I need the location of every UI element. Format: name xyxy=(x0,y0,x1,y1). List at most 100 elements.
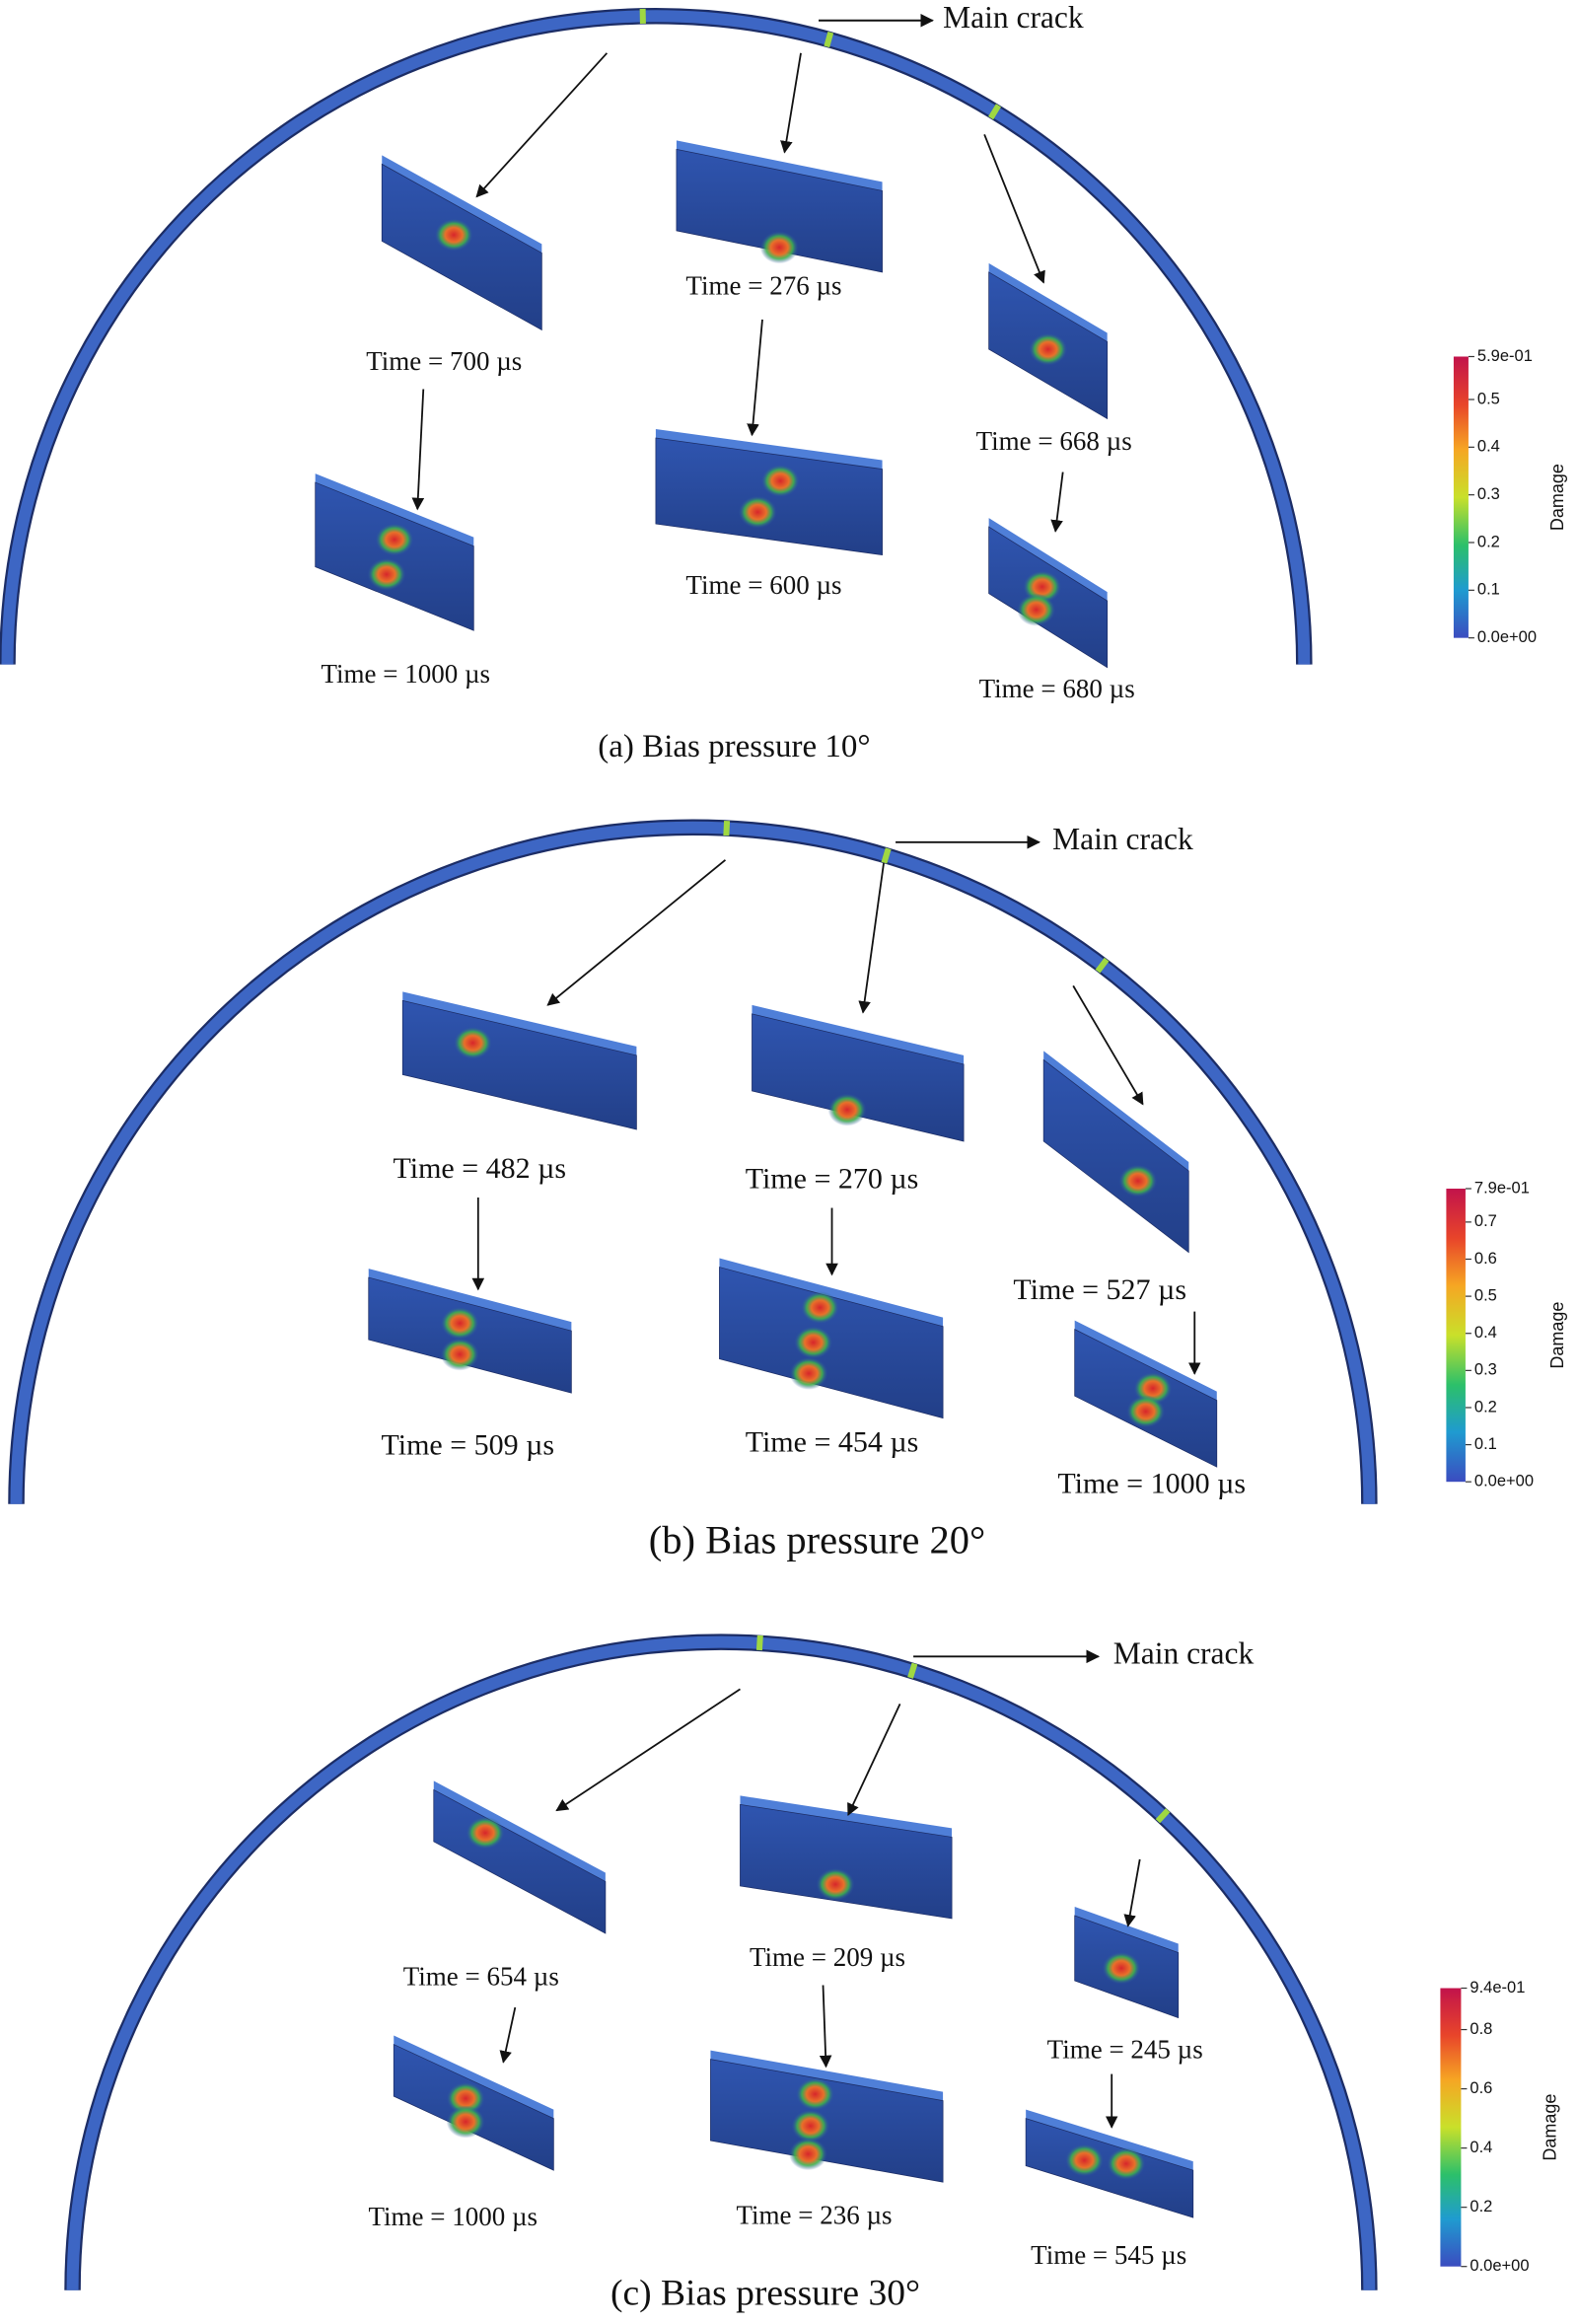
time-label: Time = 454 µs xyxy=(746,1426,919,1459)
colorbar-tick-label: 0.2 xyxy=(1474,1398,1497,1416)
damage-spot xyxy=(789,1356,828,1390)
arrow xyxy=(555,1688,741,1812)
crack-mark xyxy=(1155,1808,1171,1824)
crack-mark xyxy=(639,8,646,24)
damage-spot xyxy=(446,2105,485,2139)
colorbar xyxy=(1453,356,1469,638)
time-label: Time = 245 µs xyxy=(1047,2034,1203,2064)
colorbar-label: Damage xyxy=(1541,2094,1560,2161)
colorbar-tick-label: 0.2 xyxy=(1477,533,1500,550)
time-label: Time = 654 µs xyxy=(403,1962,559,1992)
time-label: Time = 1000 µs xyxy=(368,2202,538,2231)
arrow xyxy=(780,52,802,154)
colorbar-tick-label: 0.5 xyxy=(1474,1286,1497,1304)
crack-mark xyxy=(907,1662,918,1679)
colorbar-tick-label: 0.8 xyxy=(1470,2020,1492,2038)
time-label: Time = 236 µs xyxy=(736,2200,892,2229)
time-label: Time = 527 µs xyxy=(1013,1273,1186,1306)
caption: (b) Bias pressure 20° xyxy=(649,1518,985,1562)
damage-spot xyxy=(791,2109,830,2142)
arrow xyxy=(983,134,1045,284)
main-crack-label: Main crack xyxy=(1113,1636,1255,1671)
crack-mark xyxy=(723,820,731,836)
colorbar-tick-label: 0.3 xyxy=(1477,485,1500,503)
arrow xyxy=(499,2006,517,2064)
block-face xyxy=(315,481,474,631)
block-top xyxy=(655,429,883,470)
colorbar-tick-label: 0.7 xyxy=(1474,1212,1497,1230)
block-top xyxy=(315,473,474,546)
main-crack-label: Main crack xyxy=(943,0,1084,35)
damage-spot xyxy=(375,523,414,556)
block-top xyxy=(719,1258,944,1327)
colorbar-tick-label: 0.1 xyxy=(1474,1435,1497,1453)
arrow xyxy=(819,1985,832,2069)
colorbar-label: Damage xyxy=(1547,1302,1567,1369)
arrow xyxy=(475,52,609,198)
damage-spot xyxy=(760,464,800,498)
panel: Main crack Time = 654 µs Time = 209 µs Time… xyxy=(64,1634,1560,2313)
arrow xyxy=(1072,984,1144,1106)
damage-spot xyxy=(1102,1951,1141,1985)
colorbar-tick-label: 0.3 xyxy=(1474,1361,1497,1379)
damage-spot xyxy=(816,1867,855,1901)
block-top xyxy=(988,518,1108,602)
block-top xyxy=(676,140,883,191)
ring-outline xyxy=(0,8,1313,665)
block-top xyxy=(382,155,542,254)
time-label: Time = 482 µs xyxy=(393,1152,566,1185)
arrow xyxy=(858,862,885,1014)
panel: Main crack Time = 700 µs Time = 276 µs Time… xyxy=(0,0,1567,764)
colorbar-tick-label: 0.1 xyxy=(1477,581,1500,599)
damage-spot xyxy=(794,1326,833,1359)
time-label: Time = 680 µs xyxy=(979,674,1135,703)
damage-spot xyxy=(367,557,406,591)
block-top xyxy=(433,1780,606,1882)
time-label: Time = 545 µs xyxy=(1031,2240,1186,2270)
block-top xyxy=(752,1004,965,1064)
damage-spot xyxy=(466,1816,505,1850)
arrow xyxy=(546,859,727,1006)
colorbar-tick-label: 5.9e-01 xyxy=(1477,347,1533,365)
time-label: Time = 600 µs xyxy=(685,570,841,600)
damage-spot xyxy=(440,1338,479,1371)
arrow xyxy=(1050,472,1064,533)
block-top xyxy=(740,1795,953,1838)
colorbar-tick-label: 0.4 xyxy=(1470,2139,1492,2156)
damage-spot xyxy=(1126,1395,1166,1428)
time-label: Time = 668 µs xyxy=(976,426,1132,456)
block-top xyxy=(1074,1320,1217,1401)
colorbar-tick-label: 7.9e-01 xyxy=(1474,1179,1530,1197)
damage-spot xyxy=(1065,2143,1105,2177)
damage-spot xyxy=(738,495,777,529)
crack-mark xyxy=(755,1634,763,1651)
crack-mark xyxy=(988,104,1002,120)
block-top xyxy=(1026,2109,1193,2171)
colorbar-tick-label: 9.4e-01 xyxy=(1470,1979,1525,1997)
colorbar-tick-label: 0.0e+00 xyxy=(1470,2257,1529,2275)
damage-spot xyxy=(1107,2147,1146,2181)
time-label: Time = 276 µs xyxy=(685,271,841,301)
block-face xyxy=(740,1803,953,1920)
damage-spot xyxy=(453,1026,492,1059)
colorbar-tick-label: 0.2 xyxy=(1470,2198,1492,2215)
block-top xyxy=(988,262,1108,342)
damage-spot xyxy=(1029,332,1068,366)
block-top xyxy=(1043,1051,1189,1172)
arrow xyxy=(847,1703,901,1817)
block-face xyxy=(655,437,883,556)
block-face xyxy=(752,1013,965,1142)
time-label: Time = 700 µs xyxy=(366,346,522,376)
block-top xyxy=(394,2035,554,2119)
arrow xyxy=(411,389,425,511)
damage-spot xyxy=(827,1093,867,1126)
block-top xyxy=(368,1269,572,1332)
colorbar-tick-label: 0.0e+00 xyxy=(1474,1473,1534,1490)
block-face xyxy=(676,148,883,273)
time-label: Time = 1000 µs xyxy=(321,659,490,689)
damage-spot xyxy=(1118,1164,1158,1198)
time-label: Time = 1000 µs xyxy=(1057,1468,1246,1500)
damage-spot xyxy=(446,2081,485,2115)
colorbar-tick-label: 0.4 xyxy=(1474,1324,1497,1342)
